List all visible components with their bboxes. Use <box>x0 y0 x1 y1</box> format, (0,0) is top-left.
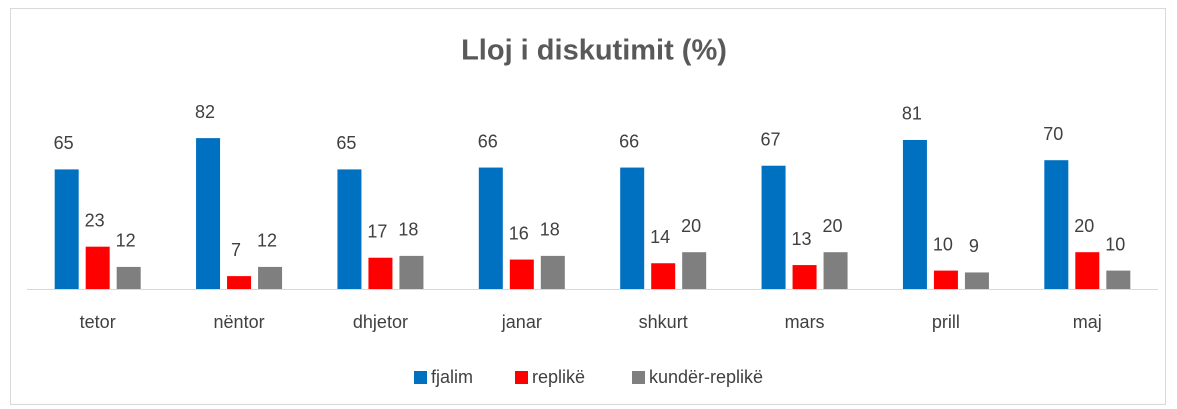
bar <box>368 257 393 289</box>
x-tick-label: dhjetor <box>353 312 408 332</box>
data-label: 65 <box>54 133 74 153</box>
bar <box>761 165 786 289</box>
x-tick-label: prill <box>932 312 960 332</box>
data-label: 18 <box>540 220 560 240</box>
data-label: 17 <box>367 221 387 241</box>
x-tick-label: janar <box>501 312 542 332</box>
data-label: 66 <box>619 131 639 151</box>
data-label: 20 <box>1074 216 1094 236</box>
bar <box>1075 252 1100 289</box>
data-label: 12 <box>257 231 277 251</box>
x-tick-label: shkurt <box>639 312 688 332</box>
legend-label: replikë <box>532 367 585 387</box>
x-tick-label: nëntor <box>214 312 265 332</box>
data-label: 16 <box>509 223 529 243</box>
bar <box>196 138 221 289</box>
bar <box>337 169 362 289</box>
data-label: 23 <box>85 210 105 230</box>
bar <box>509 259 534 289</box>
bar <box>399 255 424 289</box>
bar <box>227 276 252 289</box>
data-label: 70 <box>1043 124 1063 144</box>
data-label: 7 <box>231 240 241 260</box>
data-label: 81 <box>902 104 922 124</box>
bar <box>478 167 503 289</box>
bar <box>933 270 958 289</box>
bar <box>823 252 848 289</box>
bar <box>258 266 283 289</box>
data-label: 12 <box>116 231 136 251</box>
legend-swatch <box>414 371 427 384</box>
data-label: 9 <box>969 236 979 256</box>
data-label: 13 <box>792 229 812 249</box>
bar <box>540 255 565 289</box>
legend-label: fjalim <box>431 367 473 387</box>
chart-title: Lloj i diskutimit (%) <box>461 35 727 67</box>
data-label: 10 <box>1105 234 1125 254</box>
data-label: 67 <box>761 129 781 149</box>
data-label: 20 <box>823 216 843 236</box>
legend-swatch <box>632 371 645 384</box>
data-label: 10 <box>933 234 953 254</box>
bar <box>964 272 989 289</box>
bar <box>54 169 79 289</box>
data-label: 18 <box>398 220 418 240</box>
data-label: 82 <box>195 102 215 122</box>
data-label: 14 <box>650 227 670 247</box>
bar <box>85 246 110 289</box>
data-label: 20 <box>681 216 701 236</box>
data-label: 66 <box>478 131 498 151</box>
data-label: 65 <box>336 133 356 153</box>
legend-label: kundër-replikë <box>649 367 763 387</box>
x-tick-label: tetor <box>80 312 116 332</box>
bar <box>1044 160 1069 289</box>
bar <box>651 263 676 289</box>
bar <box>792 265 817 289</box>
bar <box>682 252 707 289</box>
chart-frame <box>10 8 1166 405</box>
bar <box>116 266 141 289</box>
x-tick-label: mars <box>785 312 825 332</box>
bar <box>902 139 927 289</box>
legend-swatch <box>515 371 528 384</box>
bar <box>620 167 645 289</box>
x-tick-label: maj <box>1073 312 1102 332</box>
bar <box>1106 270 1131 289</box>
